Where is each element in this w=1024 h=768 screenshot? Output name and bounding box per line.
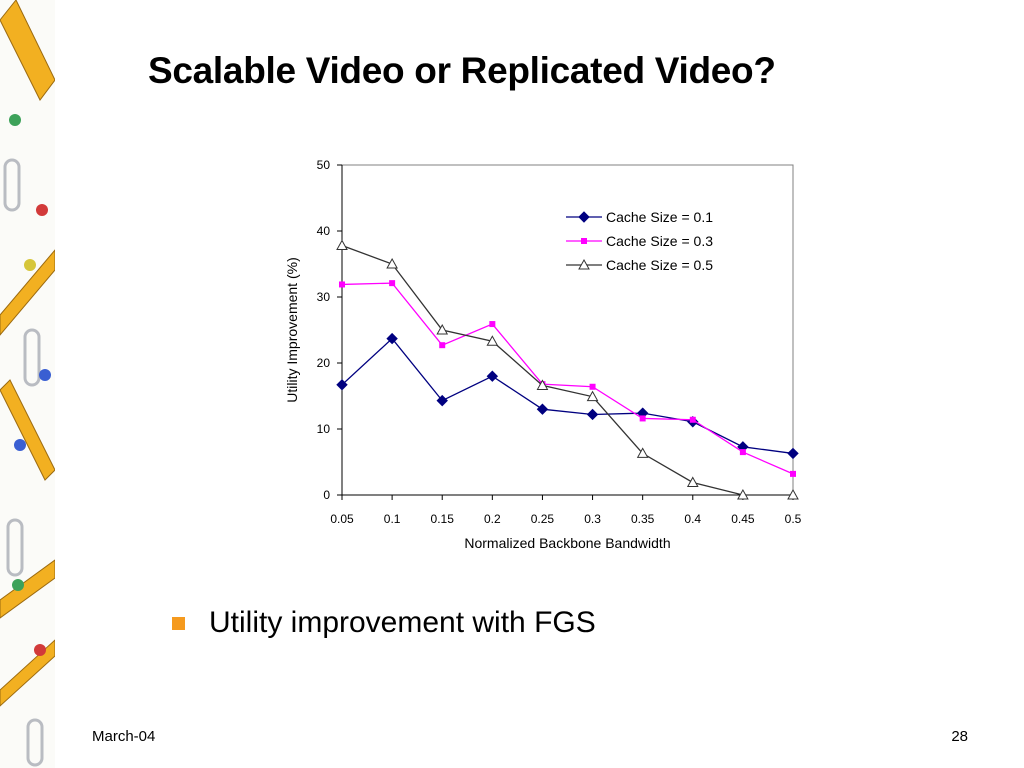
data-point-series-2 <box>739 449 746 456</box>
page-number: 28 <box>951 728 968 745</box>
data-point-series-3 <box>536 379 549 390</box>
legend-marker-1 <box>578 211 590 223</box>
data-point-series-3 <box>636 447 649 458</box>
data-point-series-3 <box>486 335 499 346</box>
legend-label-1: Cache Size = 0.1 <box>606 209 713 225</box>
data-point-series-3 <box>686 476 699 487</box>
y-tick-label: 50 <box>317 158 331 172</box>
x-tick-label: 0.2 <box>484 512 501 526</box>
line-chart: 0 10 20 30 40 50 0.05 0.1 0.15 0.2 0.25 0.3 0.35 0.4 0… <box>284 158 802 551</box>
data-point-series-1 <box>436 394 448 407</box>
legend-label-3: Cache Size = 0.5 <box>606 257 713 273</box>
data-point-series-1 <box>536 403 549 415</box>
bullet-text: Utility improvement with FGS <box>209 606 596 639</box>
y-tick-label: 0 <box>323 488 330 502</box>
data-point-series-1 <box>787 447 799 460</box>
data-point-series-3 <box>787 488 799 500</box>
data-point-series-1 <box>486 370 499 382</box>
data-point-series-1 <box>336 379 348 391</box>
data-point-series-1 <box>386 332 398 345</box>
y-axis-label: Utility Improvement (%) <box>284 257 300 402</box>
x-tick-label: 0.1 <box>384 512 401 526</box>
legend-marker-3 <box>578 258 590 270</box>
chart-container: 0 10 20 30 40 50 0.05 0.1 0.15 0.2 0.25 0.3 0.35 0.4 0… <box>270 150 830 560</box>
plot-area-frame <box>341 164 794 496</box>
x-tick-label: 0.3 <box>584 512 601 526</box>
bullet-square-icon <box>172 616 185 630</box>
data-point-series-2 <box>639 415 646 422</box>
x-tick-label: 0.15 <box>431 512 455 526</box>
series-line-3 <box>341 244 793 496</box>
data-point-series-2 <box>790 470 796 477</box>
data-point-series-3 <box>336 239 348 251</box>
slide-title: Scalable Video or Replicated Video? <box>148 50 776 91</box>
x-tick-label: 0.05 <box>330 512 354 526</box>
y-tick-label: 40 <box>317 224 331 238</box>
data-point-series-1 <box>586 408 599 421</box>
data-point-series-3 <box>386 257 398 269</box>
x-tick-label: 0.45 <box>731 512 755 526</box>
legend-label-2: Cache Size = 0.3 <box>606 233 713 249</box>
x-tick-label: 0.5 <box>785 512 802 526</box>
data-point-series-2 <box>339 281 345 288</box>
x-tick-label: 0.4 <box>684 512 701 526</box>
x-axis-label: Normalized Backbone Bandwidth <box>464 535 670 551</box>
data-point-series-2 <box>439 342 446 349</box>
legend-marker-2 <box>581 238 587 244</box>
y-tick-label: 30 <box>317 290 331 304</box>
data-point-series-3 <box>586 390 599 402</box>
data-point-series-2 <box>589 383 596 390</box>
data-point-series-3 <box>737 488 749 500</box>
x-tick-label: 0.35 <box>631 512 655 526</box>
data-point-series-2 <box>489 321 496 328</box>
data-point-series-2 <box>389 280 396 287</box>
office-supplies-illustration <box>0 0 55 767</box>
bullet-item: Utility improvement with FGS <box>172 606 596 640</box>
y-tick-label: 20 <box>317 356 331 370</box>
series-line-1 <box>341 337 794 455</box>
data-point-series-2 <box>689 416 696 423</box>
y-tick-label: 10 <box>317 422 331 436</box>
data-point-series-3 <box>436 323 449 335</box>
x-tick-label: 0.25 <box>531 512 555 526</box>
footer-date: March-04 <box>92 728 156 745</box>
series-line-2 <box>341 282 794 475</box>
decorative-border <box>0 0 55 768</box>
